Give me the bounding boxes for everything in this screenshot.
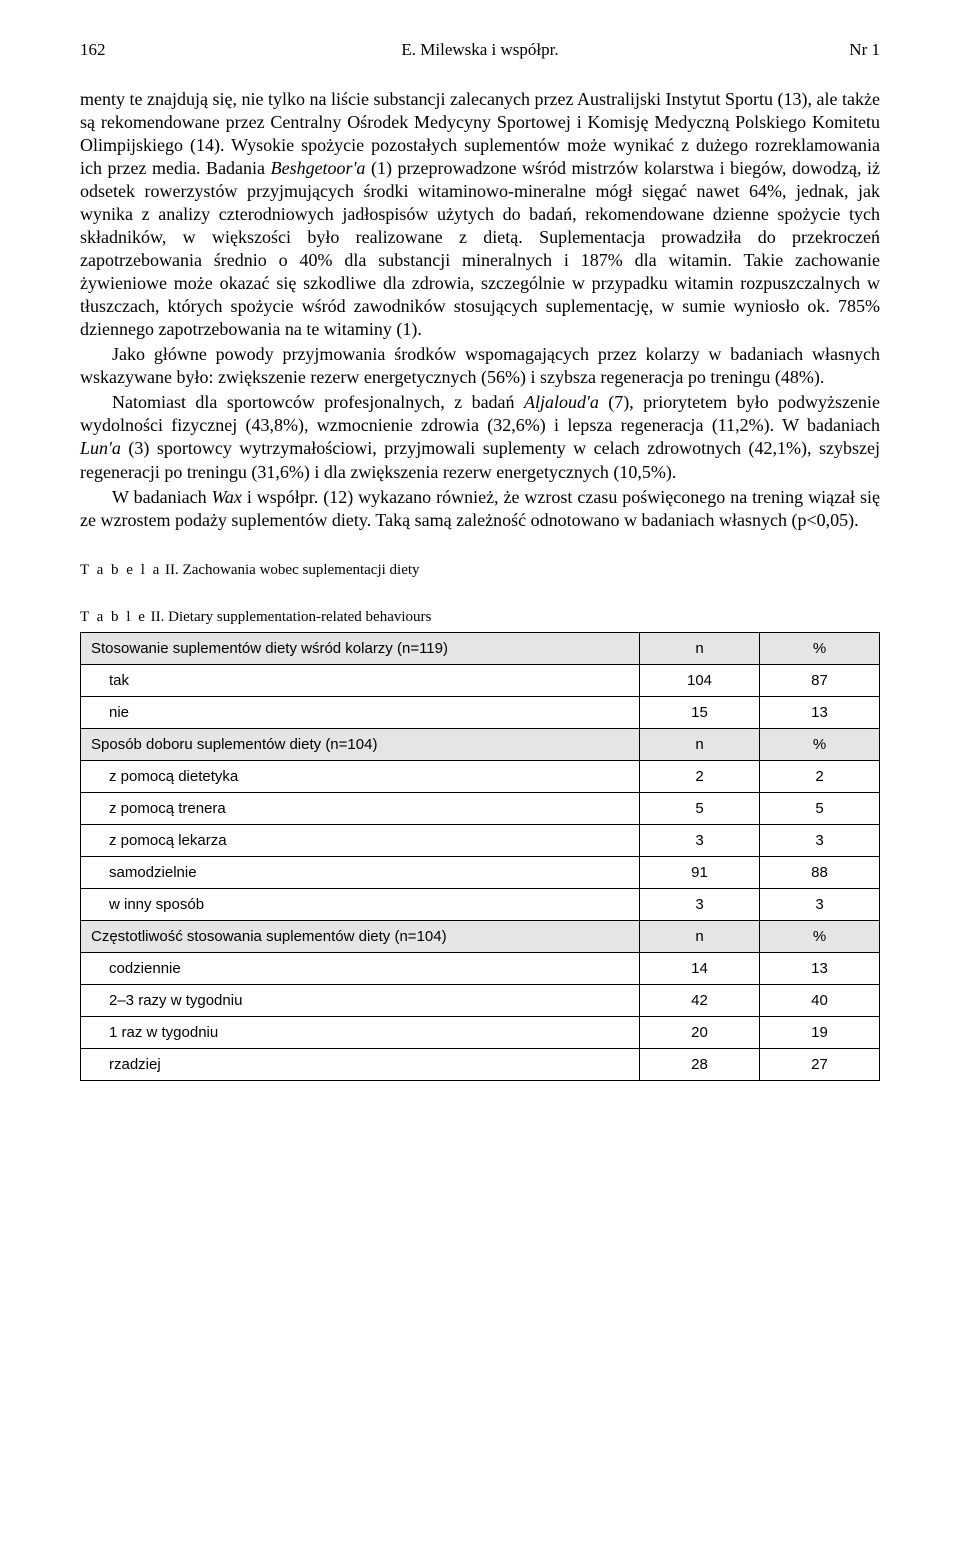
table-section-header: Stosowanie suplementów diety wśród kolar… bbox=[81, 632, 880, 664]
row-label: z pomocą trenera bbox=[81, 792, 640, 824]
paragraph-3: Natomiast dla sportowców profesjonalnych… bbox=[80, 391, 880, 483]
caption-en-num: II. bbox=[147, 609, 165, 625]
row-pct: 3 bbox=[760, 824, 880, 856]
row-pct: 40 bbox=[760, 984, 880, 1016]
row-pct: 87 bbox=[760, 664, 880, 696]
p3-text-c: (3) sportowcy wytrzymałościowi, przyjmow… bbox=[80, 438, 880, 481]
caption-en-title: Dietary supplementation-related behaviou… bbox=[164, 609, 431, 625]
table-section-header: Częstotliwość stosowania suplementów die… bbox=[81, 920, 880, 952]
section-header-n: n bbox=[640, 632, 760, 664]
row-label: nie bbox=[81, 696, 640, 728]
p3-text-a: Natomiast dla sportowców profesjonalnych… bbox=[112, 392, 524, 412]
p4-italic-1: Wax bbox=[212, 487, 242, 507]
table-row: nie1513 bbox=[81, 696, 880, 728]
section-header-label: Częstotliwość stosowania suplementów die… bbox=[81, 920, 640, 952]
row-label: tak bbox=[81, 664, 640, 696]
row-label: 2–3 razy w tygodniu bbox=[81, 984, 640, 1016]
p3-italic-2: Lun'a bbox=[80, 438, 121, 458]
row-label: codziennie bbox=[81, 952, 640, 984]
caption-pl-prefix: T a b e l a bbox=[80, 562, 161, 578]
row-n: 3 bbox=[640, 824, 760, 856]
section-header-pct: % bbox=[760, 920, 880, 952]
page-number-right: Nr 1 bbox=[820, 40, 880, 60]
p3-italic-1: Aljaloud'a bbox=[524, 392, 599, 412]
p1-text-b: (1) przeprowadzone wśród mistrzów kolars… bbox=[80, 158, 880, 339]
table-row: 1 raz w tygodniu2019 bbox=[81, 1016, 880, 1048]
row-label: w inny sposób bbox=[81, 888, 640, 920]
table-row: 2–3 razy w tygodniu4240 bbox=[81, 984, 880, 1016]
table-row: rzadziej2827 bbox=[81, 1048, 880, 1080]
row-pct: 13 bbox=[760, 952, 880, 984]
row-pct: 19 bbox=[760, 1016, 880, 1048]
section-header-n: n bbox=[640, 920, 760, 952]
row-n: 20 bbox=[640, 1016, 760, 1048]
section-header-pct: % bbox=[760, 728, 880, 760]
row-n: 3 bbox=[640, 888, 760, 920]
table-row: tak10487 bbox=[81, 664, 880, 696]
caption-en-prefix: T a b l e bbox=[80, 609, 147, 625]
row-n: 28 bbox=[640, 1048, 760, 1080]
table-row: z pomocą lekarza33 bbox=[81, 824, 880, 856]
section-header-label: Stosowanie suplementów diety wśród kolar… bbox=[81, 632, 640, 664]
header-authors: E. Milewska i współpr. bbox=[140, 40, 820, 60]
table-row: z pomocą dietetyka22 bbox=[81, 760, 880, 792]
row-label: samodzielnie bbox=[81, 856, 640, 888]
paragraph-2: Jako główne powody przyjmowania środków … bbox=[80, 343, 880, 389]
row-pct: 3 bbox=[760, 888, 880, 920]
page-header: 162 E. Milewska i współpr. Nr 1 bbox=[80, 40, 880, 60]
row-label: 1 raz w tygodniu bbox=[81, 1016, 640, 1048]
page-number-left: 162 bbox=[80, 40, 140, 60]
row-pct: 2 bbox=[760, 760, 880, 792]
row-label: rzadziej bbox=[81, 1048, 640, 1080]
row-pct: 5 bbox=[760, 792, 880, 824]
table-section-header: Sposób doboru suplementów diety (n=104)n… bbox=[81, 728, 880, 760]
row-n: 15 bbox=[640, 696, 760, 728]
table-row: w inny sposób33 bbox=[81, 888, 880, 920]
p4-text-a: W badaniach bbox=[112, 487, 212, 507]
row-n: 14 bbox=[640, 952, 760, 984]
supplementation-table: Stosowanie suplementów diety wśród kolar… bbox=[80, 632, 880, 1081]
row-n: 42 bbox=[640, 984, 760, 1016]
table-caption-pl: T a b e l a II. Zachowania wobec supleme… bbox=[80, 562, 880, 579]
row-n: 91 bbox=[640, 856, 760, 888]
row-n: 2 bbox=[640, 760, 760, 792]
row-pct: 13 bbox=[760, 696, 880, 728]
table-row: codziennie1413 bbox=[81, 952, 880, 984]
p1-italic-1: Beshgetoor'a bbox=[271, 158, 366, 178]
paragraph-1: menty te znajdują się, nie tylko na liśc… bbox=[80, 88, 880, 341]
table-row: z pomocą trenera55 bbox=[81, 792, 880, 824]
caption-pl-num: II. bbox=[161, 562, 179, 578]
row-label: z pomocą dietetyka bbox=[81, 760, 640, 792]
row-pct: 27 bbox=[760, 1048, 880, 1080]
row-n: 5 bbox=[640, 792, 760, 824]
paragraph-4: W badaniach Wax i współpr. (12) wykazano… bbox=[80, 486, 880, 532]
section-header-label: Sposób doboru suplementów diety (n=104) bbox=[81, 728, 640, 760]
section-header-n: n bbox=[640, 728, 760, 760]
table-caption-en: T a b l e II. Dietary supplementation-re… bbox=[80, 609, 880, 626]
row-n: 104 bbox=[640, 664, 760, 696]
p2-text: Jako główne powody przyjmowania środków … bbox=[80, 344, 880, 387]
row-label: z pomocą lekarza bbox=[81, 824, 640, 856]
row-pct: 88 bbox=[760, 856, 880, 888]
section-header-pct: % bbox=[760, 632, 880, 664]
table-row: samodzielnie9188 bbox=[81, 856, 880, 888]
caption-pl-title: Zachowania wobec suplementacji diety bbox=[179, 562, 420, 578]
